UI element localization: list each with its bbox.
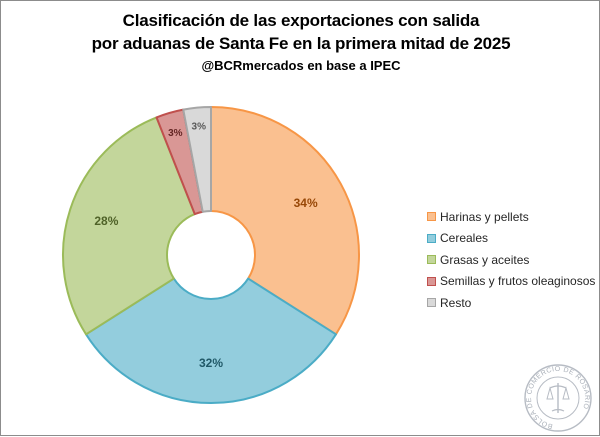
chart-subtitle: @BCRmercados en base a IPEC bbox=[201, 58, 401, 73]
legend-label: Semillas y frutos oleaginosos bbox=[440, 274, 596, 289]
legend-swatch bbox=[427, 212, 436, 222]
chart-title-line-2: por aduanas de Santa Fe en la primera mi… bbox=[91, 34, 511, 53]
legend-item: Semillas y frutos oleaginosos bbox=[427, 271, 595, 293]
bolsa-comercio-seal-logo: BOLSA DE COMERCIO DE ROSARIO bbox=[524, 364, 592, 432]
legend-label: Harinas y pellets bbox=[440, 209, 529, 224]
legend-item: Harinas y pellets bbox=[427, 206, 595, 228]
slice-grasas-y-aceites bbox=[62, 116, 196, 336]
legend-label: Resto bbox=[440, 295, 472, 310]
legend-swatch bbox=[427, 233, 436, 243]
legend-swatch bbox=[427, 255, 436, 265]
chart-legend: Harinas y pellets Cereales Grasas y aceite… bbox=[427, 206, 595, 314]
slice-cereales bbox=[85, 277, 337, 404]
legend-item: Resto bbox=[427, 292, 595, 314]
legend-item: Cereales bbox=[427, 228, 595, 250]
chart-title-line-1: Clasificación de las exportaciones con s… bbox=[122, 11, 480, 30]
slice-label: 3% bbox=[192, 122, 207, 133]
slice-harinas-y-pellets bbox=[210, 106, 360, 336]
legend-swatch bbox=[427, 298, 436, 308]
legend-item: Grasas y aceites bbox=[427, 249, 595, 271]
slice-resto bbox=[182, 106, 212, 213]
slice-label: 28% bbox=[94, 214, 118, 228]
slice-label: 3% bbox=[168, 128, 183, 139]
legend-swatch bbox=[427, 276, 436, 286]
legend-label: Grasas y aceites bbox=[440, 252, 530, 267]
slice-label: 32% bbox=[199, 356, 223, 370]
legend-label: Cereales bbox=[440, 231, 489, 246]
slice-label: 34% bbox=[294, 196, 318, 210]
